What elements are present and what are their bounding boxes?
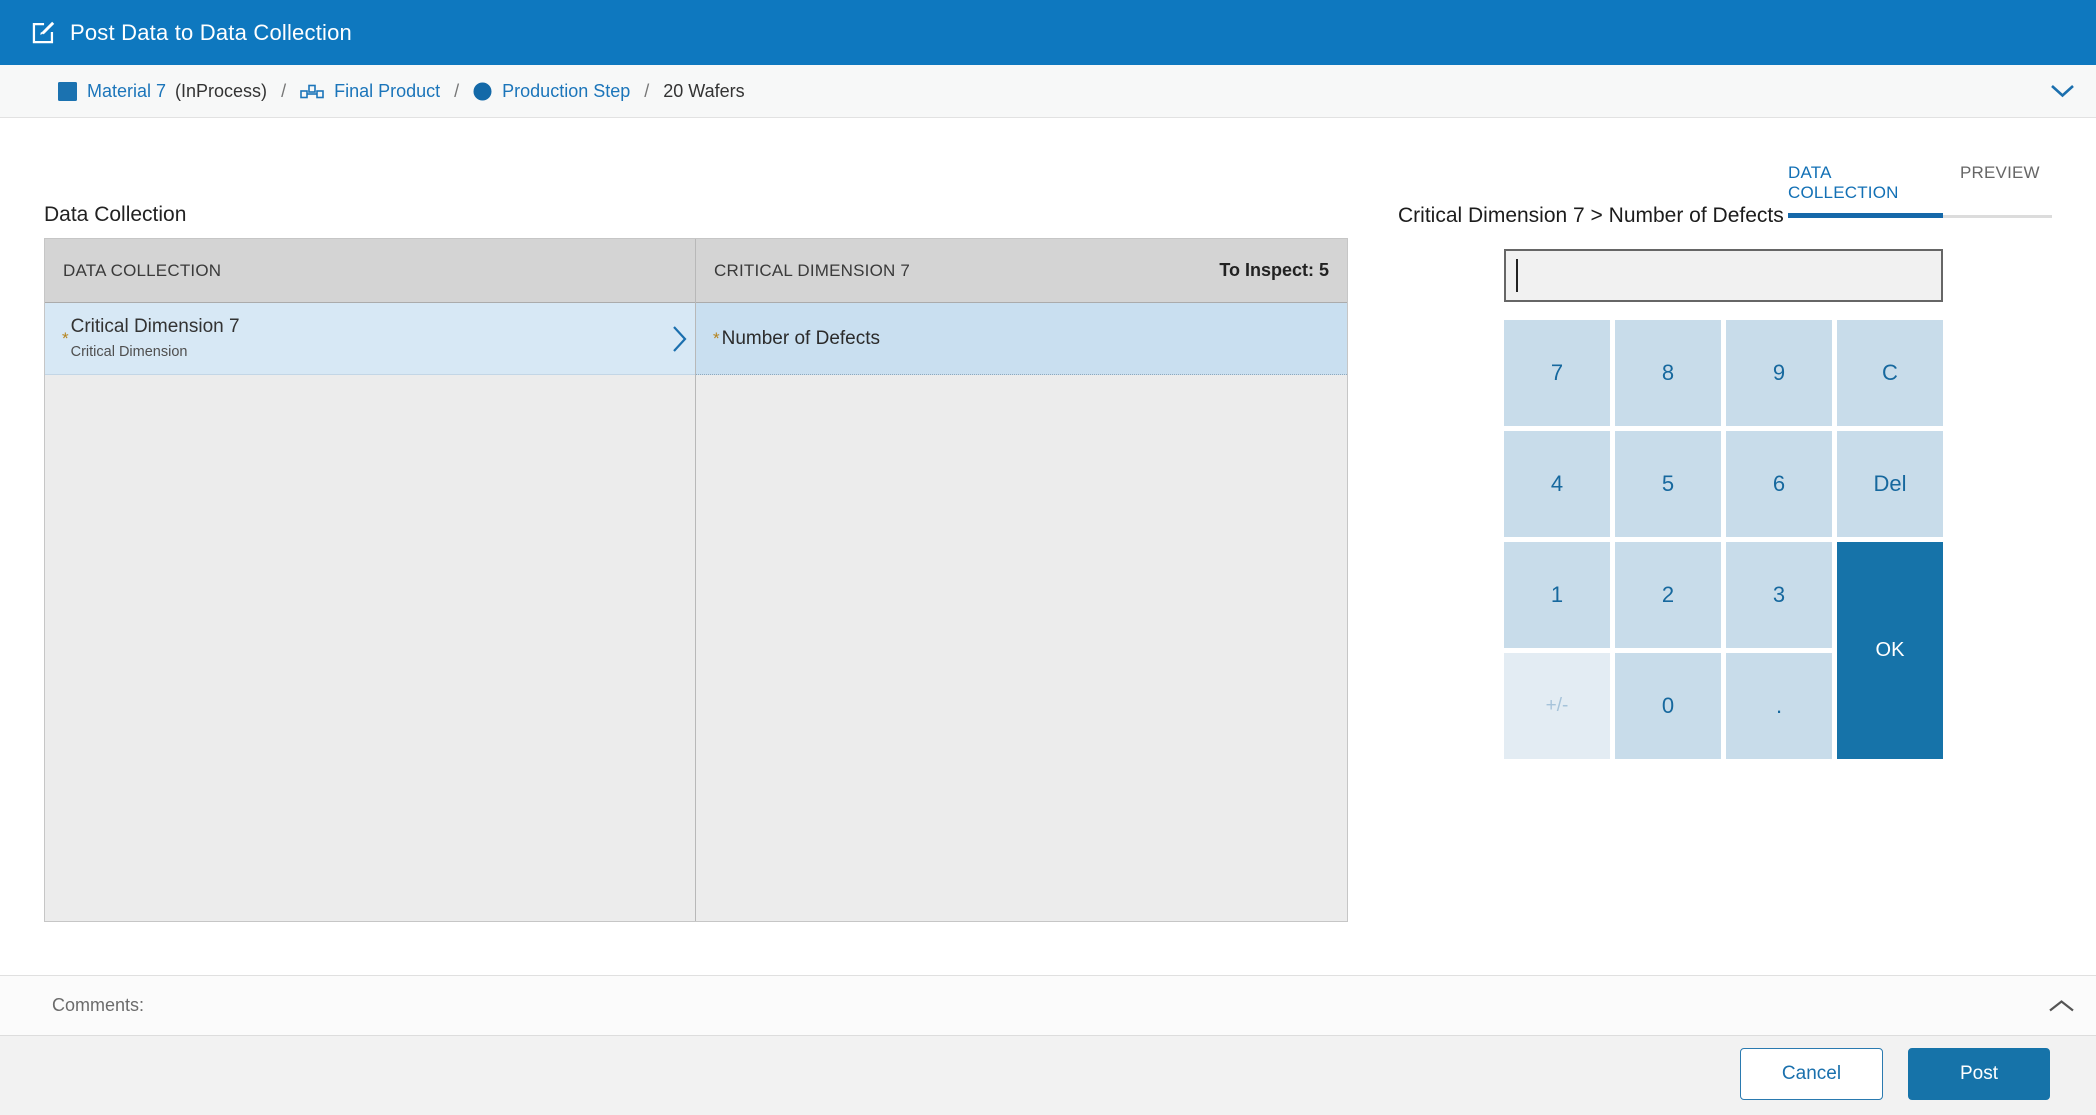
- keypad-ok-button[interactable]: OK: [1837, 542, 1943, 759]
- required-asterisk: *: [713, 328, 720, 348]
- keypad-key-2[interactable]: 2: [1615, 542, 1721, 648]
- breadcrumb-separator: /: [644, 80, 650, 101]
- keypad-key-clear[interactable]: C: [1837, 320, 1943, 426]
- breadcrumb-material[interactable]: Material 7 (InProcess): [58, 81, 267, 102]
- to-inspect-badge: To Inspect: 5: [1219, 260, 1329, 280]
- entry-tabs: DATA COLLECTION PREVIEW: [1788, 163, 2052, 218]
- breadcrumb-separator: /: [281, 80, 287, 101]
- wafers-count-label: 20 Wafers: [663, 80, 745, 101]
- keypad-key-0[interactable]: 0: [1615, 653, 1721, 759]
- column-body-filler: [696, 375, 1347, 921]
- column-header-critical-dimension: CRITICAL DIMENSION 7 To Inspect: 5: [696, 239, 1347, 303]
- keypad-key-5[interactable]: 5: [1615, 431, 1721, 537]
- keypad-key-del[interactable]: Del: [1837, 431, 1943, 537]
- chevron-right-icon: [672, 324, 687, 354]
- edit-icon: [30, 19, 57, 46]
- column-header-label: DATA COLLECTION: [63, 260, 222, 280]
- dialog-header: Post Data to Data Collection: [0, 0, 2096, 65]
- value-input[interactable]: [1504, 249, 1943, 302]
- cancel-button[interactable]: Cancel: [1740, 1048, 1883, 1100]
- column-body-filler: [45, 375, 695, 921]
- material-state: (InProcess): [175, 80, 268, 101]
- row-number-of-defects[interactable]: * Number of Defects: [696, 303, 1347, 375]
- production-step-link[interactable]: Production Step: [502, 80, 631, 101]
- row-title: Critical Dimension 7: [70, 315, 240, 337]
- breadcrumb: Material 7 (InProcess) / Final Product /…: [0, 65, 2096, 118]
- keypad-key-1[interactable]: 1: [1504, 542, 1610, 648]
- keypad-key-4[interactable]: 4: [1504, 431, 1610, 537]
- column-header-data-collection: DATA COLLECTION: [45, 239, 695, 303]
- row-title: Number of Defects: [721, 327, 881, 349]
- product-tree-icon: [300, 81, 324, 102]
- row-critical-dimension-7[interactable]: * Critical Dimension 7 Critical Dimensio…: [45, 303, 695, 375]
- entry-heading: Critical Dimension 7 > Number of Defects: [1398, 204, 1784, 227]
- keypad-key-3[interactable]: 3: [1726, 542, 1832, 648]
- dialog-footer: Cancel Post: [0, 1036, 2096, 1115]
- keypad-key-decimal[interactable]: .: [1726, 653, 1832, 759]
- comments-label: Comments:: [52, 995, 145, 1015]
- data-collection-table: DATA COLLECTION * Critical Dimension 7 C…: [44, 238, 1348, 922]
- numeric-keypad: OK 7 8 9 C 4 5 6 Del 1 2 3 +/- 0 .: [1504, 320, 1943, 759]
- section-title: Data Collection: [44, 203, 187, 226]
- final-product-link[interactable]: Final Product: [334, 80, 441, 101]
- keypad-key-9[interactable]: 9: [1726, 320, 1832, 426]
- text-caret: [1516, 259, 1518, 292]
- critical-dimension-column: CRITICAL DIMENSION 7 To Inspect: 5 * Num…: [695, 239, 1347, 921]
- breadcrumb-chevron-down-icon[interactable]: [2050, 84, 2075, 98]
- breadcrumb-product[interactable]: Final Product: [300, 81, 440, 102]
- column-header-label: CRITICAL DIMENSION 7: [714, 260, 911, 280]
- tab-data-collection[interactable]: DATA COLLECTION: [1788, 163, 1899, 202]
- keypad-key-7[interactable]: 7: [1504, 320, 1610, 426]
- breadcrumb-separator: /: [454, 80, 460, 101]
- required-asterisk: *: [62, 328, 69, 348]
- comments-bar[interactable]: Comments:: [0, 975, 2096, 1036]
- tab-preview[interactable]: PREVIEW: [1960, 163, 2040, 182]
- keypad-key-6[interactable]: 6: [1726, 431, 1832, 537]
- material-square-icon: [58, 81, 77, 101]
- tab-underline: [1788, 212, 2052, 218]
- step-circle-icon: [473, 82, 492, 101]
- breadcrumb-step[interactable]: Production Step: [473, 81, 630, 102]
- dialog-title: Post Data to Data Collection: [70, 19, 352, 45]
- post-button[interactable]: Post: [1908, 1048, 2050, 1100]
- keypad-key-plus-minus[interactable]: +/-: [1504, 653, 1610, 759]
- keypad-key-8[interactable]: 8: [1615, 320, 1721, 426]
- material-link[interactable]: Material 7: [87, 80, 167, 101]
- data-collection-column: DATA COLLECTION * Critical Dimension 7 C…: [45, 239, 695, 921]
- comments-chevron-up-icon[interactable]: [2048, 999, 2075, 1012]
- row-subtitle: Critical Dimension: [70, 344, 188, 361]
